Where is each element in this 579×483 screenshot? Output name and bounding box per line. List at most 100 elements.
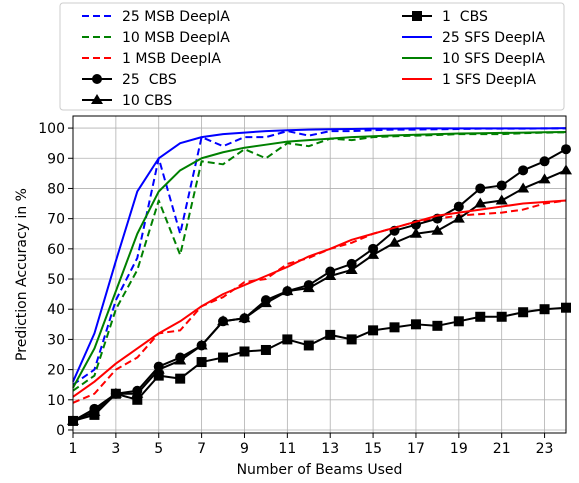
series-line [72,127,566,386]
series-line [72,131,567,392]
series-1-cbs [68,302,571,426]
series-line [72,148,567,422]
data-point [260,344,271,355]
data-point [496,311,507,322]
x-tick-label: 23 [536,441,554,457]
legend-entry: 25 CBS [82,72,177,88]
data-point [110,388,121,399]
data-point [539,156,550,167]
data-point [367,248,380,259]
series-line [72,127,567,383]
y-tick-label: 40 [47,302,65,318]
data-point [175,373,186,384]
y-tick-label: 60 [47,242,65,258]
legend-box [59,2,565,111]
legend-label: 25 MSB DeepIA [122,9,230,25]
x-tick-label: 9 [240,441,249,457]
legend: 25 MSB DeepIA 1 CBS 10 MSB DeepIA 25 SFS De… [59,2,565,111]
data-point [474,197,487,208]
series-25-sfs-deepia [72,127,567,383]
y-axis-label: Prediction Accuracy in % [14,188,30,361]
legend-entry: 1 MSB DeepIA [82,51,221,67]
series-25-cbs [68,144,571,426]
data-point [196,357,207,368]
data-point [517,182,530,193]
data-point [389,322,400,333]
y-tick-label: 50 [47,272,65,288]
series-10-msb-deepia [72,131,567,392]
x-tick-label: 3 [111,441,120,457]
x-tick-label: 19 [450,441,468,457]
data-point [368,325,379,336]
y-tick-label: 80 [47,181,65,197]
x-tick-label: 5 [154,441,163,457]
grid-layer [72,116,566,433]
y-tick-label: 0 [56,423,65,439]
data-point [174,354,187,365]
series-line [72,131,567,389]
data-point [346,334,357,345]
x-tick-label: 13 [321,441,339,457]
y-tick-label: 70 [47,212,65,228]
legend-entry: 10 CBS [82,93,172,109]
series-line [72,199,567,404]
data-point [302,282,315,293]
data-point [218,352,229,363]
y-tick-label: 90 [47,151,65,167]
x-tick-label: 17 [407,441,425,457]
series-layer [67,127,572,426]
data-point [303,340,314,351]
data-point [495,194,508,205]
data-point [91,94,103,104]
data-point [475,311,486,322]
data-point [324,270,337,281]
data-point [281,285,294,296]
data-point [539,304,550,315]
legend-label: 10 CBS [122,93,172,109]
data-point [325,329,336,340]
data-point [239,346,250,357]
data-point [92,74,102,84]
data-point [453,316,464,327]
y-tick-label: 100 [38,121,65,137]
plot-frame [72,115,567,434]
x-tick-label: 11 [278,441,296,457]
data-point [409,227,422,238]
series-10-sfs-deepia [72,131,567,389]
x-axis-label: Number of Beams Used [237,462,403,478]
data-point [410,319,421,330]
data-point [346,258,357,269]
data-point [132,394,143,405]
data-point [238,312,251,323]
legend-entry: 25 MSB DeepIA [82,9,230,25]
series-line [72,199,567,398]
legend-label: 10 MSB DeepIA [122,30,230,46]
y-tick-label: 20 [47,363,65,379]
legend-entry: 25 SFS DeepIA [402,30,545,46]
data-point [518,165,529,176]
legend-label: 10 SFS DeepIA [442,51,545,67]
series-1-sfs-deepia [72,199,567,398]
y-tick-label: 30 [47,332,65,348]
x-tick-label: 1 [69,441,78,457]
data-point [259,297,272,308]
data-point [153,370,164,381]
data-point [282,334,293,345]
data-point [89,409,100,420]
data-point [388,236,401,247]
legend-label: 25 CBS [122,72,177,88]
data-point [518,307,529,318]
legend-label: 25 SFS DeepIA [442,30,545,46]
x-tick-label: 15 [364,441,382,457]
data-point [368,243,379,254]
legend-entry: 1 SFS DeepIA [402,72,536,88]
axis-layer: 1 3 5 7 9 11 13 15 17 19 21 23010203040506070809010… [14,115,567,478]
legend-label: 1 SFS DeepIA [442,72,536,88]
data-point [345,263,358,274]
series-line [72,306,567,422]
legend-label: 1 CBS [442,9,488,25]
x-tick-label: 7 [197,441,206,457]
data-point [538,173,551,184]
legend-entry: 10 MSB DeepIA [82,30,230,46]
